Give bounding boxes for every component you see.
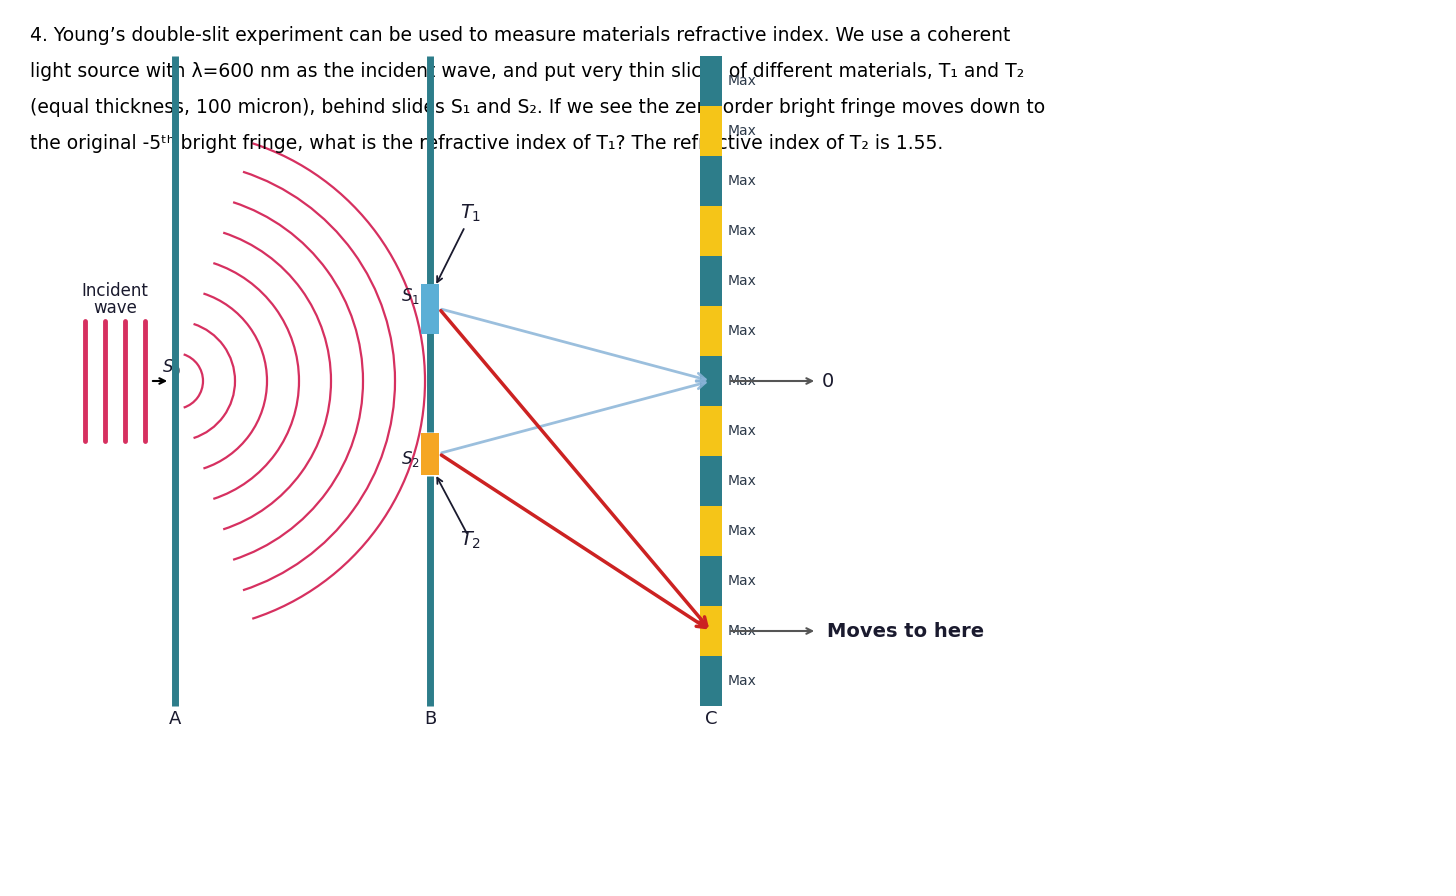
Text: Max: Max: [728, 424, 757, 438]
Text: Incident: Incident: [82, 282, 149, 300]
Text: light source with λ=600 nm as the incident wave, and put very thin slices of dif: light source with λ=600 nm as the incide…: [31, 62, 1024, 81]
Text: Max: Max: [728, 124, 757, 138]
Text: Max: Max: [728, 474, 757, 488]
Bar: [700, 206, 722, 256]
Bar: [421, 433, 440, 475]
Bar: [700, 406, 722, 456]
Bar: [700, 456, 722, 506]
Bar: [700, 106, 722, 156]
Bar: [700, 506, 722, 556]
Text: Max: Max: [728, 674, 757, 688]
Bar: [700, 56, 722, 106]
Bar: [700, 606, 722, 656]
Text: Max: Max: [728, 574, 757, 588]
Bar: [700, 156, 722, 206]
Text: Moves to here: Moves to here: [827, 622, 984, 641]
Text: Max: Max: [728, 524, 757, 538]
Text: $T_2$: $T_2$: [460, 530, 480, 551]
Text: C: C: [705, 710, 718, 728]
Text: $S_2$: $S_2$: [402, 449, 419, 469]
Text: Max: Max: [728, 374, 757, 388]
Bar: [421, 283, 440, 333]
Text: $S_0$: $S_0$: [162, 357, 181, 377]
Text: Max: Max: [728, 174, 757, 188]
Text: 4. Young’s double-slit experiment can be used to measure materials refractive in: 4. Young’s double-slit experiment can be…: [31, 26, 1010, 45]
Bar: [700, 656, 722, 706]
Text: (equal thickness, 100 micron), behind slides S₁ and S₂. If we see the zero-order: (equal thickness, 100 micron), behind sl…: [31, 98, 1045, 117]
Text: A: A: [169, 710, 181, 728]
Text: B: B: [424, 710, 437, 728]
Bar: [700, 256, 722, 306]
Text: Max: Max: [728, 274, 757, 288]
Text: $S_1$: $S_1$: [400, 286, 419, 306]
Bar: [700, 306, 722, 356]
Bar: [700, 556, 722, 606]
Text: 0: 0: [823, 372, 834, 391]
Text: Max: Max: [728, 74, 757, 88]
Text: $T_1$: $T_1$: [460, 202, 482, 224]
Text: the original -5ᵗʰ bright fringe, what is the refractive index of T₁? The refract: the original -5ᵗʰ bright fringe, what is…: [31, 134, 943, 153]
Text: Max: Max: [728, 324, 757, 338]
Text: Max: Max: [728, 224, 757, 238]
Text: wave: wave: [93, 299, 137, 317]
Text: Max: Max: [728, 624, 757, 638]
Bar: [700, 356, 722, 406]
